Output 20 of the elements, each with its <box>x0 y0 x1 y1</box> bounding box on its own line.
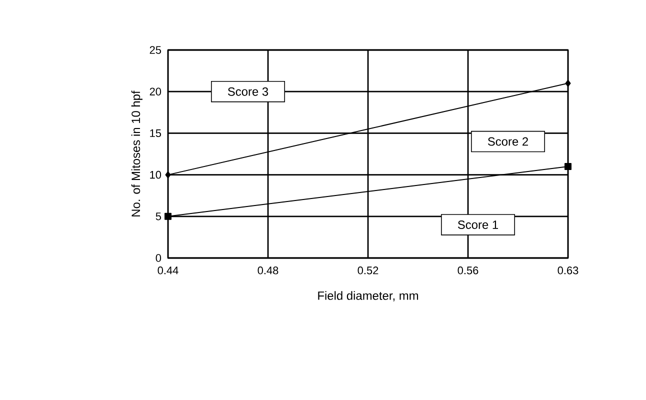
annotation: Score 3 <box>228 87 268 96</box>
point <box>165 171 171 178</box>
y-tick-label: 15 <box>150 129 162 138</box>
x-tick-label: 0.56 <box>458 266 478 274</box>
point <box>565 80 571 87</box>
y-tick-label: 5 <box>156 212 162 220</box>
point <box>564 162 572 170</box>
y-tick-label: 20 <box>150 88 162 96</box>
x-tick-label: 0.52 <box>358 266 378 274</box>
annotation: Score 1 <box>458 220 498 229</box>
annotation: Score 2 <box>488 137 528 146</box>
y-tick-label: 0 <box>156 254 162 262</box>
y-tick-label: 10 <box>150 170 162 179</box>
y-tick-label: 25 <box>150 46 162 54</box>
x-tick-label: 0.63 <box>558 266 578 274</box>
point <box>164 212 172 220</box>
x-tick-label: 0.48 <box>258 266 278 274</box>
y-axis-title: No. of Mitoses in 10 hpf <box>131 90 142 216</box>
x-tick-label: 0.44 <box>158 266 178 274</box>
x-axis-title: Field diameter, mm <box>318 291 418 302</box>
